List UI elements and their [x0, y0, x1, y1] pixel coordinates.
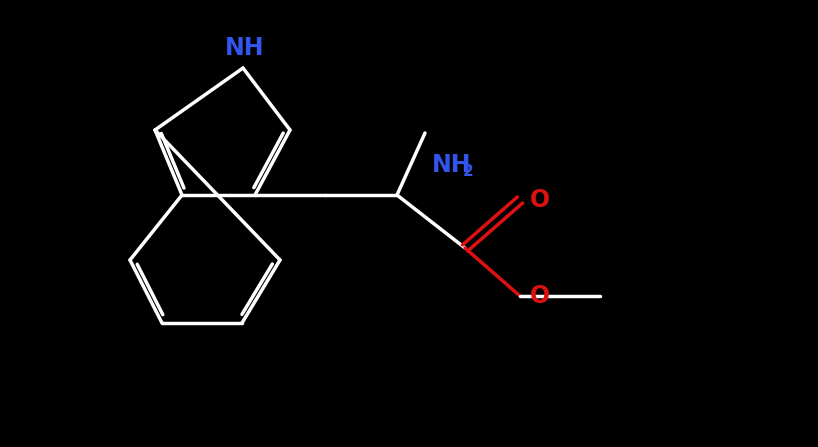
Text: 2: 2	[463, 164, 474, 180]
Text: NH: NH	[225, 36, 265, 60]
Text: O: O	[530, 284, 550, 308]
Text: NH: NH	[432, 153, 472, 177]
Text: O: O	[530, 188, 550, 212]
